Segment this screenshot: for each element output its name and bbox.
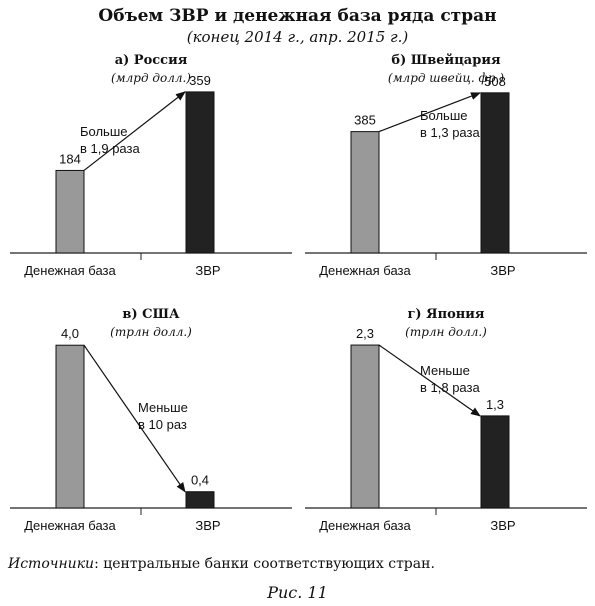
- bar-value-label: 184: [59, 151, 81, 166]
- bar-value-label: 359: [189, 73, 211, 88]
- comparison-arrow: [378, 344, 481, 417]
- comparison-arrow: [83, 344, 186, 493]
- bar-value-label: 1,3: [486, 397, 504, 412]
- comparison-arrow: [83, 91, 186, 171]
- category-label: ЗВР: [195, 263, 220, 278]
- category-label: Денежная база: [319, 518, 411, 533]
- comparison-annotation: Меньше: [420, 363, 470, 378]
- bar-value-label: 385: [354, 113, 376, 128]
- comparison-annotation: в 1,9 раза: [80, 141, 140, 156]
- panel-subtitle: (трлн долл.): [405, 325, 487, 339]
- category-label: ЗВР: [490, 518, 515, 533]
- bar-reserves: [185, 91, 215, 254]
- bar-value-label: 4,0: [61, 326, 79, 341]
- category-label: Денежная база: [24, 518, 116, 533]
- comparison-annotation: Больше: [80, 124, 128, 139]
- bar-reserves: [185, 491, 215, 509]
- page-subtitle: (конец 2014 г., апр. 2015 г.): [186, 28, 409, 46]
- source-text: : центральные банки соответствующих стра…: [94, 556, 435, 572]
- category-label: ЗВР: [490, 263, 515, 278]
- comparison-arrow: [378, 92, 481, 133]
- bar-monetary-base: [350, 344, 380, 509]
- panel-subtitle: (трлн долл.): [110, 325, 192, 339]
- bar-monetary-base: [55, 344, 85, 509]
- panel-subtitle: (млрд швейц. фр.): [388, 71, 504, 85]
- bar-monetary-base: [350, 131, 380, 254]
- category-label: Денежная база: [319, 263, 411, 278]
- panel-subtitle: (млрд долл.): [111, 71, 191, 85]
- bar-monetary-base: [55, 169, 85, 254]
- comparison-annotation: Больше: [420, 108, 468, 123]
- bar-reserves: [480, 415, 510, 509]
- comparison-annotation: в 1,8 раза: [420, 380, 480, 395]
- figure-caption: Рис. 11: [267, 583, 328, 602]
- bar-value-label: 0,4: [191, 473, 209, 488]
- comparison-annotation: в 1,3 раза: [420, 125, 480, 140]
- source-note: Источники: центральные банки соответству…: [8, 556, 435, 572]
- category-label: ЗВР: [195, 518, 220, 533]
- comparison-annotation: Меньше: [138, 400, 188, 415]
- category-label: Денежная база: [24, 263, 116, 278]
- panel-title: а) Россия: [115, 53, 188, 68]
- page-title: Объем ЗВР и денежная база ряда стран: [98, 6, 497, 26]
- panel-title: г) Япония: [407, 307, 484, 322]
- panel-title: б) Швейцария: [391, 53, 501, 68]
- bar-reserves: [480, 92, 510, 254]
- source-label: Источники: [8, 556, 95, 572]
- bar-value-label: 508: [484, 74, 506, 89]
- panel-title: в) США: [122, 307, 180, 322]
- comparison-annotation: в 10 раз: [138, 417, 187, 432]
- bar-value-label: 2,3: [356, 326, 374, 341]
